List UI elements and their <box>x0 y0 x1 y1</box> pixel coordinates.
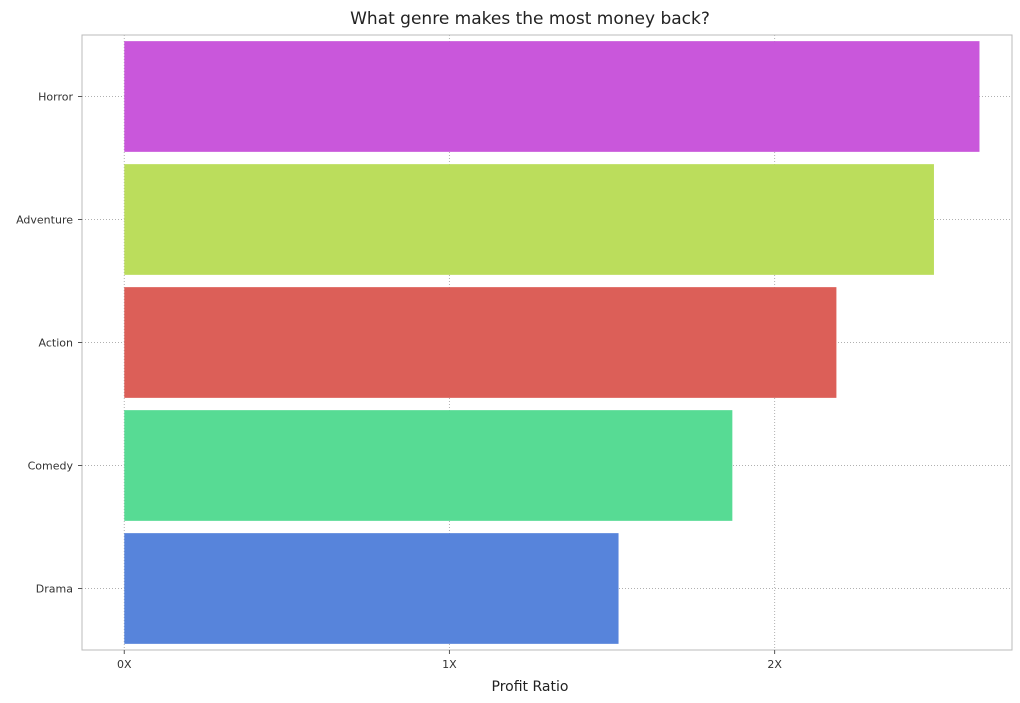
bar-drama <box>124 533 619 644</box>
bar-action <box>124 287 837 398</box>
y-tick-label: Adventure <box>16 214 73 227</box>
y-tick-label: Horror <box>38 91 73 104</box>
x-axis-ticks: 0X 1X 2X <box>117 650 782 671</box>
y-axis-ticks: Horror Adventure Action Comedy Drama <box>16 91 82 596</box>
x-tick-label: 2X <box>767 658 782 671</box>
bar-comedy <box>124 410 733 521</box>
bars <box>124 41 980 644</box>
y-tick-label: Comedy <box>28 460 74 473</box>
x-tick-label: 1X <box>442 658 457 671</box>
bar-horror <box>124 41 980 152</box>
x-axis-label: Profit Ratio <box>492 679 569 695</box>
y-tick-label: Drama <box>36 583 73 596</box>
bar-adventure <box>124 164 934 275</box>
x-tick-label: 0X <box>117 658 132 671</box>
chart-title: What genre makes the most money back? <box>350 9 710 29</box>
y-tick-label: Action <box>39 337 73 350</box>
